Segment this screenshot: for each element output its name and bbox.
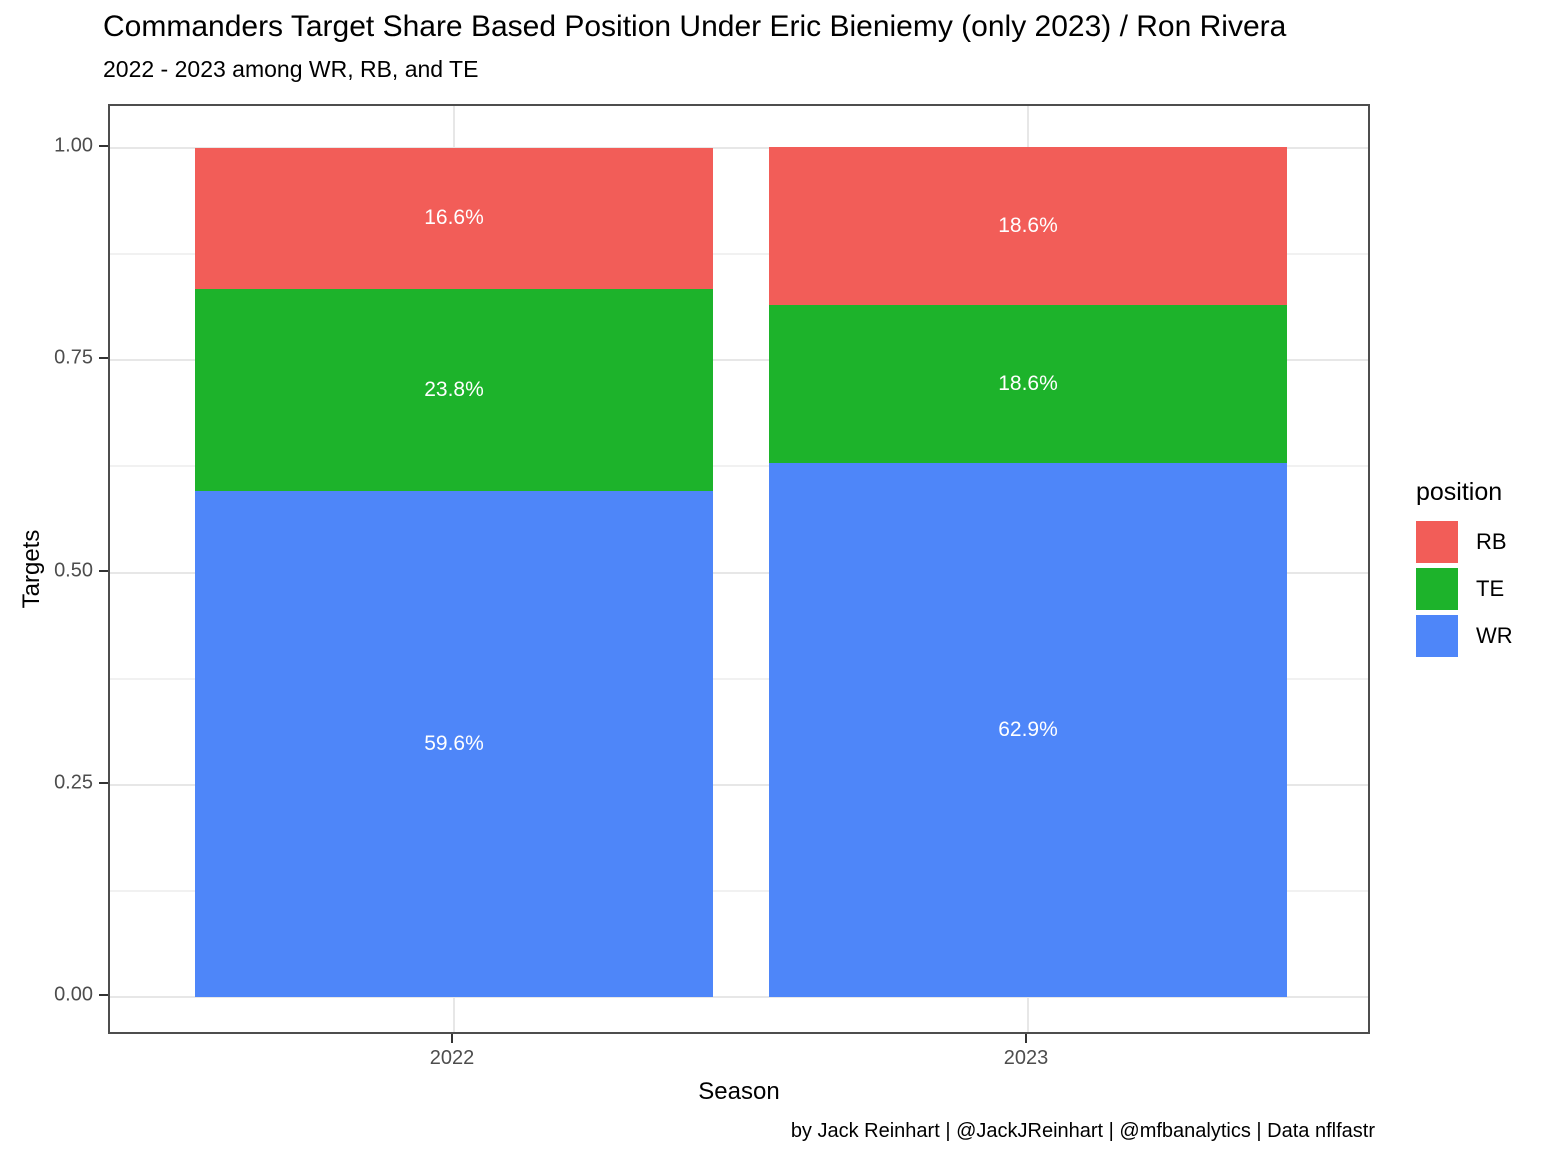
y-axis-tick bbox=[99, 145, 108, 147]
chart-title: Commanders Target Share Based Position U… bbox=[103, 10, 1287, 43]
legend-label: TE bbox=[1476, 576, 1505, 601]
bar-segment-wr-2023 bbox=[769, 462, 1287, 997]
y-axis-title: Targets bbox=[18, 529, 45, 609]
y-axis-tick-label: 0.00 bbox=[54, 983, 93, 1006]
bar-segment-label: 59.6% bbox=[424, 731, 484, 755]
y-axis-tick-label: 0.75 bbox=[54, 346, 93, 369]
bar-segment-label: 23.8% bbox=[424, 377, 484, 401]
bar-segment-rb-2022 bbox=[195, 148, 713, 289]
bar-segment-te-2023 bbox=[769, 305, 1287, 463]
gridline-major bbox=[110, 996, 1368, 998]
gridline-minor bbox=[110, 677, 1368, 680]
legend-label: WR bbox=[1476, 623, 1513, 648]
y-axis-tick bbox=[99, 357, 108, 360]
x-axis-tick-label: 2022 bbox=[429, 1047, 475, 1069]
legend-item-te: TE bbox=[1416, 568, 1513, 610]
legend-item-rb: RB bbox=[1416, 521, 1513, 563]
x-axis-tick bbox=[451, 1034, 453, 1043]
legend-swatch-te bbox=[1416, 568, 1458, 610]
bar-segment-wr-2022 bbox=[195, 490, 713, 997]
x-axis-tick-label: 2023 bbox=[1003, 1047, 1049, 1069]
gridline-major bbox=[110, 147, 1368, 149]
gridline-major bbox=[110, 359, 1368, 362]
legend-title: position bbox=[1416, 478, 1503, 506]
bar-segment-rb-2023 bbox=[769, 147, 1287, 306]
gridline-minor bbox=[110, 465, 1368, 468]
x-axis-title: Season bbox=[698, 1078, 780, 1105]
bar-segment-te-2022 bbox=[195, 288, 713, 491]
plot-panel: 59.6% 23.8% 16.6% 62.9% 18.6% 18.6% bbox=[108, 104, 1370, 1034]
bar-segment-label: 18.6% bbox=[998, 372, 1058, 396]
legend-label: RB bbox=[1476, 529, 1507, 554]
gridline-major bbox=[110, 571, 1368, 574]
legend: position RB TE WR bbox=[1416, 478, 1513, 662]
gridline-minor bbox=[110, 889, 1368, 892]
chart-caption: by Jack Reinhart | @JackJReinhart | @mfb… bbox=[790, 1120, 1375, 1142]
legend-swatch-rb bbox=[1416, 521, 1458, 563]
bar-segment-label: 62.9% bbox=[998, 717, 1058, 741]
bar-segment-label: 16.6% bbox=[424, 206, 484, 230]
y-axis-tick bbox=[99, 569, 108, 572]
y-axis-tick-label: 0.50 bbox=[54, 559, 93, 581]
gridline-minor bbox=[110, 253, 1368, 256]
gridline-major bbox=[110, 783, 1368, 786]
y-axis-tick-label: 0.25 bbox=[54, 771, 93, 794]
chart-subtitle: 2022 - 2023 among WR, RB, and TE bbox=[103, 56, 479, 82]
bar-segment-label: 18.6% bbox=[998, 214, 1058, 238]
legend-item-wr: WR bbox=[1416, 615, 1513, 657]
y-axis-tick bbox=[99, 781, 108, 784]
y-axis-tick bbox=[99, 994, 108, 996]
legend-swatch-wr bbox=[1416, 615, 1458, 657]
y-axis-tick-label: 1.00 bbox=[54, 134, 93, 157]
x-axis-tick bbox=[1025, 1034, 1027, 1043]
legend-items: RB TE WR bbox=[1416, 521, 1513, 657]
